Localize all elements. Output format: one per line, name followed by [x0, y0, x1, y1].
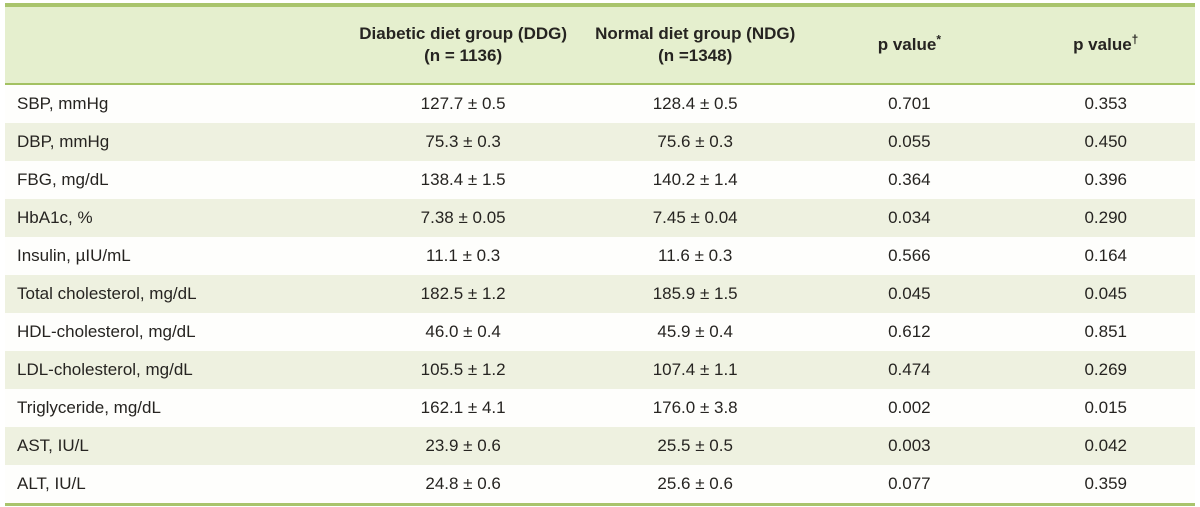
row-label: LDL-cholesterol, mg/dL — [5, 351, 339, 389]
table-row: FBG, mg/dL 138.4 ± 1.5 140.2 ± 1.4 0.364… — [5, 161, 1195, 199]
row-label: ALT, IU/L — [5, 465, 339, 505]
row-label: HbA1c, % — [5, 199, 339, 237]
pvalue1-cell: 0.034 — [802, 199, 1017, 237]
row-label: Insulin, µIU/mL — [5, 237, 339, 275]
ndg-value-cell: 107.4 ± 1.1 — [588, 351, 803, 389]
ndg-value-cell: 128.4 ± 0.5 — [588, 84, 803, 123]
row-label: SBP, mmHg — [5, 84, 339, 123]
ndg-value-cell: 185.9 ± 1.5 — [588, 275, 803, 313]
ndg-sample-size: (n =1348) — [658, 46, 733, 65]
pvalue1-cell: 0.566 — [802, 237, 1017, 275]
ddg-value-cell: 162.1 ± 4.1 — [338, 389, 589, 427]
pvalue2-label: p value — [1073, 34, 1132, 54]
header-ddg-column: Diabetic diet group (DDG) (n = 1136) — [338, 5, 589, 85]
header-ndg-column: Normal diet group (NDG) (n =1348) — [588, 5, 803, 85]
ddg-value-cell: 105.5 ± 1.2 — [338, 351, 589, 389]
pvalue1-cell: 0.364 — [802, 161, 1017, 199]
ddg-sample-size: (n = 1136) — [424, 46, 503, 65]
pvalue1-cell: 0.002 — [802, 389, 1017, 427]
ddg-value-cell: 127.7 ± 0.5 — [338, 84, 589, 123]
ddg-group-name: Diabetic diet group (DDG) — [359, 23, 568, 43]
ndg-value-cell: 25.5 ± 0.5 — [588, 427, 803, 465]
table-row: Insulin, µIU/mL 11.1 ± 0.3 11.6 ± 0.3 0.… — [5, 237, 1195, 275]
pvalue2-cell: 0.164 — [1016, 237, 1195, 275]
pvalue2-cell: 0.290 — [1016, 199, 1195, 237]
header-pvalue1-column: p value* — [802, 5, 1017, 85]
header-variable-column — [5, 5, 339, 85]
table-body: SBP, mmHg 127.7 ± 0.5 128.4 ± 0.5 0.701 … — [5, 84, 1195, 505]
ndg-group-name: Normal diet group (NDG) — [595, 23, 796, 43]
pvalue2-cell: 0.042 — [1016, 427, 1195, 465]
row-label: DBP, mmHg — [5, 123, 339, 161]
ndg-value-cell: 45.9 ± 0.4 — [588, 313, 803, 351]
table-row: SBP, mmHg 127.7 ± 0.5 128.4 ± 0.5 0.701 … — [5, 84, 1195, 123]
ddg-value-cell: 24.8 ± 0.6 — [338, 465, 589, 505]
table-row: DBP, mmHg 75.3 ± 0.3 75.6 ± 0.3 0.055 0.… — [5, 123, 1195, 161]
ddg-value-cell: 11.1 ± 0.3 — [338, 237, 589, 275]
table-header: Diabetic diet group (DDG) (n = 1136) Nor… — [5, 5, 1195, 85]
row-label: HDL-cholesterol, mg/dL — [5, 313, 339, 351]
ddg-value-cell: 182.5 ± 1.2 — [338, 275, 589, 313]
row-label: AST, IU/L — [5, 427, 339, 465]
pvalue1-cell: 0.077 — [802, 465, 1017, 505]
pvalue2-cell: 0.851 — [1016, 313, 1195, 351]
ndg-value-cell: 7.45 ± 0.04 — [588, 199, 803, 237]
header-pvalue2-column: p value† — [1016, 5, 1195, 85]
pvalue1-cell: 0.474 — [802, 351, 1017, 389]
pvalue1-cell: 0.003 — [802, 427, 1017, 465]
ddg-value-cell: 75.3 ± 0.3 — [338, 123, 589, 161]
clinical-characteristics-table: Diabetic diet group (DDG) (n = 1136) Nor… — [5, 3, 1195, 506]
table-row: HDL-cholesterol, mg/dL 46.0 ± 0.4 45.9 ±… — [5, 313, 1195, 351]
pvalue2-cell: 0.015 — [1016, 389, 1195, 427]
pvalue1-label: p value — [877, 34, 937, 54]
ndg-value-cell: 176.0 ± 3.8 — [588, 389, 803, 427]
table-row: Total cholesterol, mg/dL 182.5 ± 1.2 185… — [5, 275, 1195, 313]
pvalue2-cell: 0.450 — [1016, 123, 1195, 161]
ndg-value-cell: 25.6 ± 0.6 — [588, 465, 803, 505]
table-row: HbA1c, % 7.38 ± 0.05 7.45 ± 0.04 0.034 0… — [5, 199, 1195, 237]
pvalue2-cell: 0.353 — [1016, 84, 1195, 123]
row-label: Triglyceride, mg/dL — [5, 389, 339, 427]
table-row: LDL-cholesterol, mg/dL 105.5 ± 1.2 107.4… — [5, 351, 1195, 389]
row-label: FBG, mg/dL — [5, 161, 339, 199]
pvalue1-cell: 0.701 — [802, 84, 1017, 123]
ndg-value-cell: 140.2 ± 1.4 — [588, 161, 803, 199]
header-row: Diabetic diet group (DDG) (n = 1136) Nor… — [5, 5, 1195, 85]
table-row: ALT, IU/L 24.8 ± 0.6 25.6 ± 0.6 0.077 0.… — [5, 465, 1195, 505]
table-row: Triglyceride, mg/dL 162.1 ± 4.1 176.0 ± … — [5, 389, 1195, 427]
asterisk-superscript: * — [936, 32, 941, 47]
table-row: AST, IU/L 23.9 ± 0.6 25.5 ± 0.5 0.003 0.… — [5, 427, 1195, 465]
ndg-value-cell: 11.6 ± 0.3 — [588, 237, 803, 275]
ddg-value-cell: 23.9 ± 0.6 — [338, 427, 589, 465]
pvalue2-cell: 0.396 — [1016, 161, 1195, 199]
pvalue2-cell: 0.359 — [1016, 465, 1195, 505]
pvalue1-cell: 0.612 — [802, 313, 1017, 351]
ndg-value-cell: 75.6 ± 0.3 — [588, 123, 803, 161]
row-label: Total cholesterol, mg/dL — [5, 275, 339, 313]
pvalue2-cell: 0.269 — [1016, 351, 1195, 389]
ddg-value-cell: 46.0 ± 0.4 — [338, 313, 589, 351]
pvalue1-cell: 0.055 — [802, 123, 1017, 161]
dagger-superscript: † — [1131, 32, 1139, 47]
pvalue2-cell: 0.045 — [1016, 275, 1195, 313]
ddg-value-cell: 138.4 ± 1.5 — [338, 161, 589, 199]
pvalue1-cell: 0.045 — [802, 275, 1017, 313]
ddg-value-cell: 7.38 ± 0.05 — [338, 199, 589, 237]
